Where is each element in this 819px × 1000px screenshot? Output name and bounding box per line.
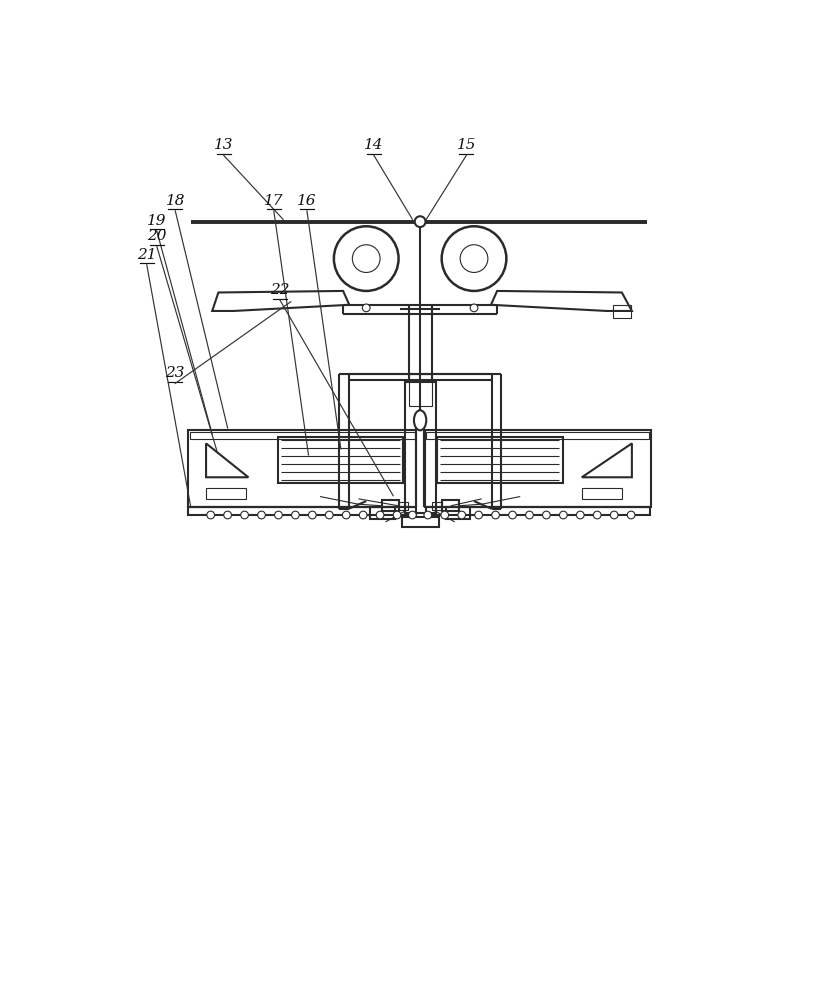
Bar [405,382,436,513]
Circle shape [460,245,488,272]
Circle shape [458,511,465,519]
Circle shape [393,511,400,519]
Bar [382,500,399,511]
Bar [446,507,470,519]
Bar [188,430,415,507]
Bar [278,437,403,483]
Text: 21: 21 [137,248,156,262]
Circle shape [526,511,533,519]
Circle shape [441,226,506,291]
Bar [401,517,439,527]
Circle shape [224,511,232,519]
Circle shape [342,511,350,519]
Bar [437,437,563,483]
Circle shape [509,511,516,519]
Bar [409,374,432,406]
Circle shape [207,511,215,519]
Bar [581,488,622,499]
Circle shape [559,511,568,519]
Circle shape [475,511,482,519]
Text: 15: 15 [456,138,476,152]
Text: 23: 23 [165,366,185,380]
Bar [613,305,631,318]
Circle shape [292,511,299,519]
Circle shape [362,304,370,312]
Circle shape [542,511,550,519]
Text: 14: 14 [364,138,383,152]
Bar [425,430,651,507]
Bar [188,507,415,515]
Bar [190,432,414,439]
Text: 20: 20 [147,229,166,243]
Text: 19: 19 [147,214,166,228]
Circle shape [441,511,449,519]
Bar [399,502,408,510]
Bar [426,432,649,439]
Ellipse shape [414,410,426,430]
Circle shape [610,511,618,519]
Circle shape [424,511,432,519]
Text: 18: 18 [165,194,185,208]
Bar [432,502,441,510]
Bar [370,507,395,519]
Circle shape [491,511,500,519]
Circle shape [594,511,601,519]
Text: 17: 17 [264,194,283,208]
Circle shape [376,511,384,519]
Circle shape [309,511,316,519]
Bar [441,500,459,511]
Circle shape [274,511,283,519]
Circle shape [258,511,265,519]
Circle shape [414,216,426,227]
Circle shape [409,511,416,519]
Bar [206,488,246,499]
Text: 13: 13 [214,138,233,152]
Bar [426,507,650,515]
Circle shape [470,304,477,312]
Circle shape [241,511,248,519]
Text: 22: 22 [270,283,290,297]
Circle shape [352,245,380,272]
Circle shape [334,226,399,291]
Circle shape [577,511,584,519]
Circle shape [325,511,333,519]
Circle shape [627,511,635,519]
Circle shape [360,511,367,519]
Text: 16: 16 [297,194,317,208]
